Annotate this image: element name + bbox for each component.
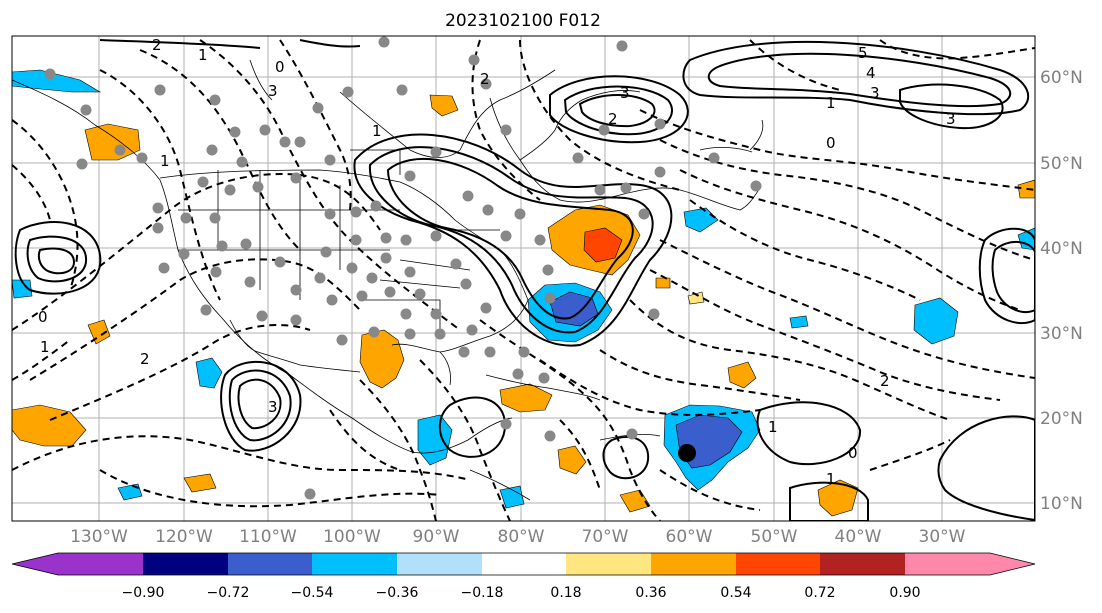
lon-label: 130°W bbox=[70, 527, 128, 547]
contour-label: 1 bbox=[40, 338, 50, 356]
lat-label-60n: 60°N bbox=[1040, 68, 1083, 88]
contour-label: 2 bbox=[140, 350, 150, 368]
colorbar-extend-low bbox=[12, 553, 58, 575]
colorbar-bin bbox=[228, 553, 312, 575]
contour-label: 1 bbox=[372, 122, 382, 140]
contour-label: 3 bbox=[946, 110, 956, 128]
solid-contours bbox=[14, 39, 1035, 521]
figure-title: 2023102100 F012 bbox=[445, 11, 601, 31]
lat-label-20n: 20°N bbox=[1040, 409, 1083, 429]
contour-label: 1 bbox=[826, 94, 836, 112]
lon-label: 110°W bbox=[239, 527, 297, 547]
lon-label: 40°W bbox=[835, 527, 882, 547]
contour-label: 4 bbox=[866, 64, 876, 82]
colorbar-tick-label: −0.90 bbox=[122, 585, 165, 601]
lat-label-40n: 40°N bbox=[1040, 239, 1083, 259]
lon-label: 120°W bbox=[155, 527, 213, 547]
map-frame bbox=[11, 35, 1036, 522]
contour-labels: 2 1 0 3 5 4 3 1 3 0 2 1 2 3 1 0 1 2 3 2 bbox=[38, 36, 956, 488]
lat-label-50n: 50°N bbox=[1040, 154, 1083, 174]
longitude-labels: 130°W 120°W 110°W 100°W 90°W 80°W 70°W 6… bbox=[70, 527, 966, 547]
contour-label: 3 bbox=[620, 84, 630, 102]
contour-label: 2 bbox=[152, 36, 162, 54]
colorbar-bin bbox=[482, 553, 566, 575]
contour-label: 3 bbox=[268, 82, 278, 100]
colorbar-tick-label: 0.36 bbox=[635, 585, 666, 601]
contour-label: 0 bbox=[848, 444, 858, 462]
observation-dots bbox=[44, 36, 762, 500]
colorbar-tick-label: −0.36 bbox=[376, 585, 419, 601]
lon-label: 100°W bbox=[323, 527, 381, 547]
lon-label: 50°W bbox=[751, 527, 798, 547]
colorbar-tick-label: 0.18 bbox=[550, 585, 581, 601]
contour-label: 1 bbox=[768, 418, 778, 436]
colorbar-bin bbox=[820, 553, 905, 575]
colorbar-bin bbox=[397, 553, 482, 575]
colorbar-bin bbox=[651, 553, 736, 575]
lon-label: 70°W bbox=[582, 527, 629, 547]
lon-label: 30°W bbox=[919, 527, 966, 547]
colorbar: −0.90 −0.72 −0.54 −0.36 −0.18 0.18 0.36 … bbox=[11, 552, 1036, 601]
lon-label: 90°W bbox=[413, 527, 460, 547]
map-panel: 2 1 0 3 5 4 3 1 3 0 2 1 2 3 1 0 1 2 3 2 bbox=[11, 35, 1036, 522]
colorbar-bin bbox=[312, 553, 397, 575]
lat-label-30n: 30°N bbox=[1040, 324, 1083, 344]
colorbar-tick-label: 0.72 bbox=[804, 585, 835, 601]
contour-label: 5 bbox=[858, 44, 868, 62]
contour-label: 2 bbox=[880, 372, 890, 390]
lon-label: 80°W bbox=[498, 527, 545, 547]
coastlines bbox=[12, 59, 764, 501]
colorbar-tick-label: −0.72 bbox=[207, 585, 250, 601]
colorbar-tick-label: −0.54 bbox=[291, 585, 334, 601]
colorbar-bin bbox=[566, 553, 651, 575]
contour-label: 3 bbox=[870, 84, 880, 102]
colorbar-bin bbox=[58, 553, 143, 575]
colorbar-extend-high bbox=[990, 553, 1035, 575]
contour-label: 2 bbox=[608, 110, 618, 128]
contour-label: 0 bbox=[826, 134, 836, 152]
colorbar-tick-label: −0.18 bbox=[461, 585, 504, 601]
colorbar-bin bbox=[905, 553, 990, 575]
colorbar-outline bbox=[11, 552, 1036, 576]
colorbar-bin bbox=[143, 553, 228, 575]
lon-label: 60°W bbox=[666, 527, 713, 547]
lat-label-10n: 10°N bbox=[1040, 494, 1083, 514]
contour-label: 2 bbox=[480, 70, 490, 88]
latitude-labels: 60°N 50°N 40°N 30°N 20°N 10°N bbox=[1040, 68, 1083, 514]
map-background bbox=[12, 36, 1035, 521]
colorbar-tick-label: 0.90 bbox=[889, 585, 920, 601]
contour-label: 1 bbox=[826, 470, 836, 488]
colorbar-tick-label: 0.54 bbox=[720, 585, 751, 601]
storm-marker bbox=[678, 444, 696, 462]
contour-label: 1 bbox=[198, 46, 208, 64]
contour-label: 0 bbox=[38, 308, 48, 326]
contour-label: 3 bbox=[268, 398, 278, 416]
colorbar-bin bbox=[736, 553, 820, 575]
contour-label: 0 bbox=[275, 58, 285, 76]
contour-label: 1 bbox=[160, 152, 170, 170]
